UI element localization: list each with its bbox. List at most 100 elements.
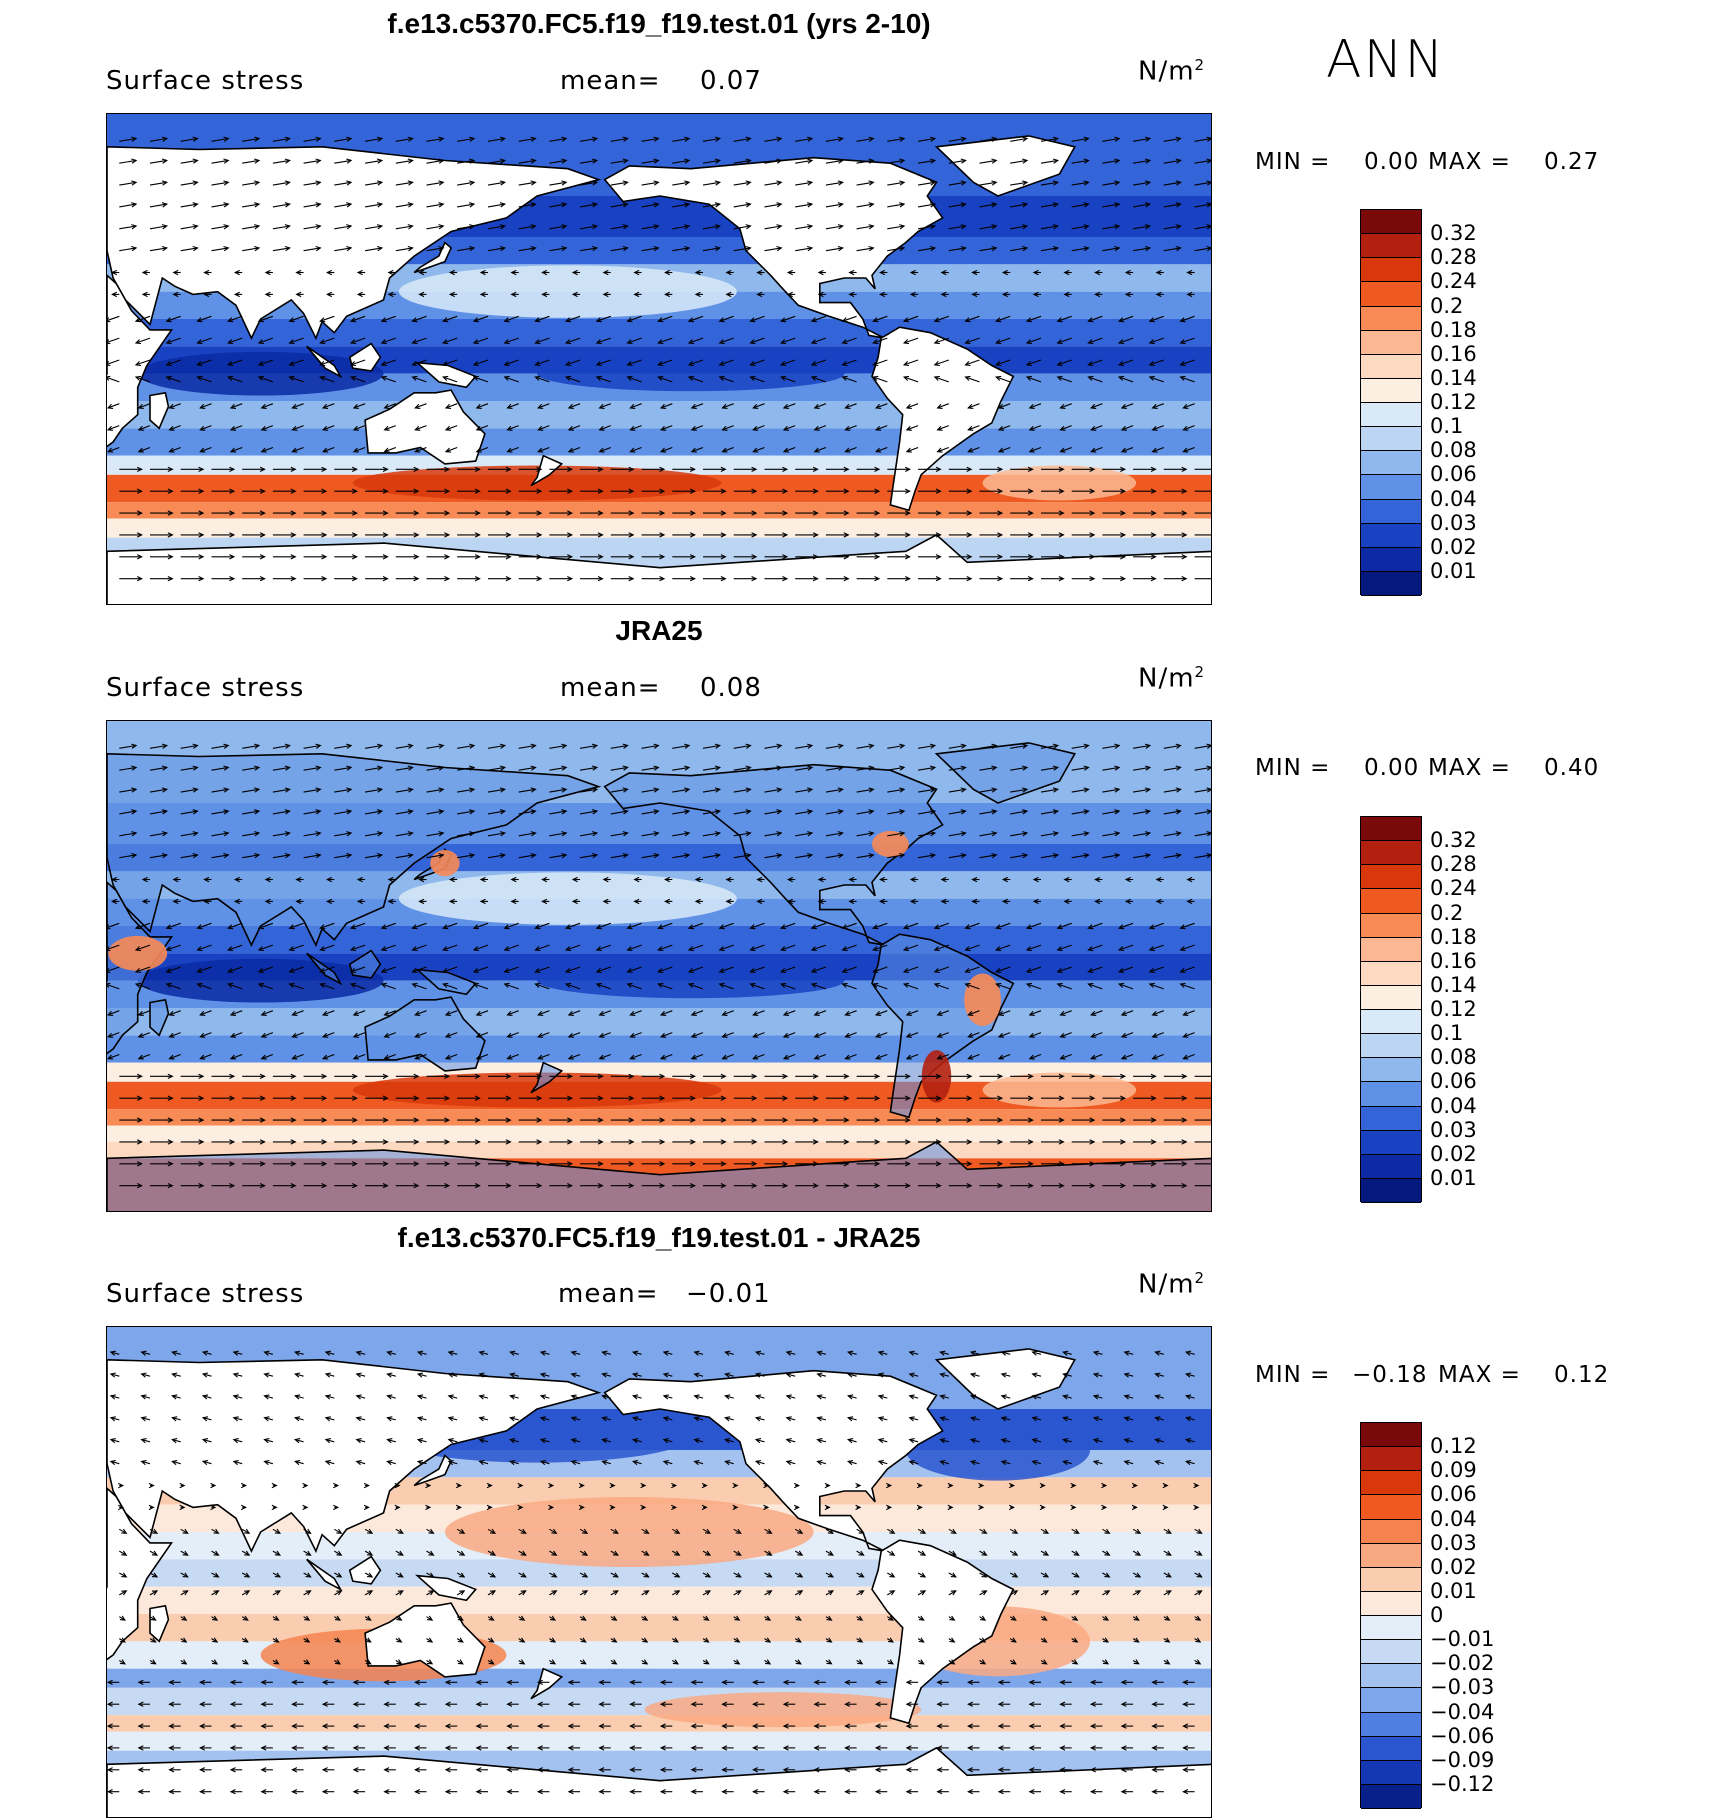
stress-vector-head <box>271 1482 278 1489</box>
continent-sumatra <box>306 1558 343 1592</box>
stress-vector-head <box>137 1032 144 1038</box>
stress-vector-head <box>167 1117 174 1123</box>
stress-vector-head <box>290 488 297 494</box>
stress-vector-head <box>478 1394 485 1400</box>
stress-vector <box>794 1550 803 1556</box>
stress-vector-head <box>874 425 882 431</box>
stress-vector-head <box>724 1416 731 1422</box>
stress-vector <box>596 376 611 383</box>
stress-vector <box>873 337 888 344</box>
stress-vector-head <box>843 576 850 582</box>
stress-vector <box>258 983 274 990</box>
stress-vector <box>979 810 997 815</box>
stress-vector <box>878 1417 888 1421</box>
stress-vector-head <box>904 1183 911 1189</box>
stress-vector-head <box>229 576 236 582</box>
stress-vector-head <box>950 1590 957 1596</box>
stress-vector-head <box>541 291 548 298</box>
stress-vector <box>781 376 796 383</box>
stress-vector <box>1001 1439 1011 1443</box>
stress-vector <box>733 247 751 252</box>
stress-vector-head <box>1059 1723 1066 1729</box>
stress-vector-head <box>1104 1572 1111 1578</box>
stress-vector <box>107 1032 120 1038</box>
colorbar-swatch <box>1361 889 1421 914</box>
stress-vector-head <box>223 787 230 793</box>
stress-vector-head <box>1175 743 1182 749</box>
stress-vector-head <box>397 1572 404 1578</box>
stress-vector <box>571 1439 581 1443</box>
stress-vector-head <box>609 1504 616 1511</box>
stress-vector-head <box>448 291 455 298</box>
stress-vector <box>233 1351 243 1355</box>
stress-vector-head <box>751 466 758 472</box>
stress-vector <box>242 788 260 793</box>
stress-vector <box>180 744 198 749</box>
stress-vector <box>1163 225 1181 230</box>
stress-vector <box>1026 966 1042 973</box>
stress-vector <box>641 766 659 771</box>
stress-vector-head <box>315 787 322 793</box>
stress-vector-head <box>474 488 481 494</box>
stress-vector-head <box>1083 202 1090 208</box>
stress-vector-head <box>534 924 541 930</box>
stress-vector-head <box>413 532 420 538</box>
stress-vector <box>781 359 796 366</box>
stress-vector-head <box>425 1482 432 1489</box>
stress-vector-head <box>134 946 142 952</box>
stress-vector-head <box>1120 1723 1127 1729</box>
stress-vector-head <box>1089 488 1096 494</box>
stress-vector-head <box>749 982 756 988</box>
stress-vector-head <box>131 743 138 749</box>
stress-vector-head <box>382 466 389 472</box>
stress-vector-head <box>305 1550 312 1556</box>
stress-vector-head <box>812 1139 819 1145</box>
stress-vector-head <box>1056 317 1063 323</box>
stress-vector <box>660 1010 673 1016</box>
stress-vector-head <box>780 339 787 345</box>
stress-vector-head <box>935 1073 942 1079</box>
stress-vector-head <box>319 375 326 381</box>
stress-vector <box>487 788 505 793</box>
stress-vector-head <box>1090 1032 1097 1038</box>
stress-vector-head <box>629 403 636 409</box>
colorbar-tick-label: −0.12 <box>1430 1771 1495 1796</box>
field-band <box>107 428 1211 456</box>
stress-vector-head <box>633 269 640 276</box>
stress-vector <box>119 854 137 859</box>
stress-vector-head <box>140 1372 147 1378</box>
stress-vector-head <box>967 1767 974 1773</box>
stress-vector-head <box>628 1161 635 1167</box>
stress-vector-head <box>474 510 481 516</box>
stress-vector <box>937 1053 949 1060</box>
stress-vector-head <box>899 136 906 142</box>
stress-vector-head <box>810 946 817 952</box>
stress-vector <box>303 159 321 164</box>
stress-vector <box>1133 181 1150 186</box>
stress-vector-head <box>539 1416 546 1422</box>
stress-vector-head <box>936 1054 943 1060</box>
stress-vector <box>672 181 690 186</box>
stress-vector-head <box>1027 576 1034 582</box>
stress-vector <box>1180 376 1195 383</box>
stress-vector-head <box>111 269 118 276</box>
stress-vector-head <box>196 317 203 323</box>
stress-vector-head <box>1123 1394 1130 1400</box>
stress-vector-head <box>1175 852 1182 859</box>
stress-vector-head <box>519 1615 526 1621</box>
stress-vector-head <box>601 1459 608 1466</box>
stress-vector-head <box>745 180 752 186</box>
stress-vector-head <box>1083 743 1090 749</box>
stress-vector <box>445 446 458 453</box>
stress-vector <box>325 1373 335 1377</box>
stress-vector-head <box>257 924 264 930</box>
stress-vector <box>172 1351 181 1355</box>
stress-vector <box>353 1032 366 1038</box>
stress-vector <box>719 983 734 990</box>
stress-vector-head <box>947 1482 954 1489</box>
stress-vector-head <box>1179 946 1186 952</box>
stress-vector <box>289 983 304 990</box>
stress-vector <box>233 1439 243 1443</box>
stress-vector <box>873 315 888 322</box>
stress-vector-head <box>628 554 635 560</box>
